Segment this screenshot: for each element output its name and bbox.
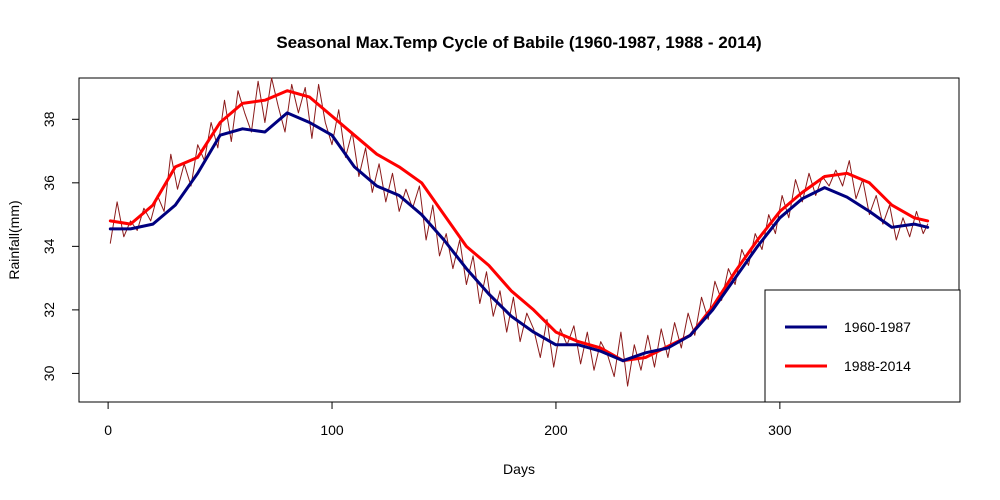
x-tick-label-100: 100: [320, 422, 344, 438]
x-axis-label: Days: [503, 461, 535, 477]
legend: 1960-1987 1988-2014: [764, 289, 961, 403]
y-axis-label: Rainfall(mm): [6, 200, 22, 279]
y-tick-label-32: 32: [41, 302, 57, 318]
y-tick-label-30: 30: [41, 365, 57, 381]
y-tick-label-34: 34: [41, 238, 57, 254]
chart-title: Seasonal Max.Temp Cycle of Babile (1960-…: [276, 33, 761, 52]
legend-label-1960-1987: 1960-1987: [844, 319, 911, 335]
series-layer: [108, 77, 930, 387]
series-line-1988-2014: [108, 89, 930, 363]
y-tick-label-36: 36: [41, 175, 57, 191]
series-line-daily: [109, 77, 929, 387]
x-tick-label-200: 200: [544, 422, 568, 438]
x-axis: 0 100 200 300: [104, 401, 792, 438]
legend-box: [764, 289, 961, 403]
y-axis: 30 32 34 36 38: [41, 111, 80, 381]
x-tick-label-0: 0: [104, 422, 112, 438]
series-line-1960-1987: [108, 111, 930, 363]
legend-label-1988-2014: 1988-2014: [844, 358, 911, 374]
x-tick-label-300: 300: [768, 422, 792, 438]
y-tick-label-38: 38: [41, 111, 57, 127]
